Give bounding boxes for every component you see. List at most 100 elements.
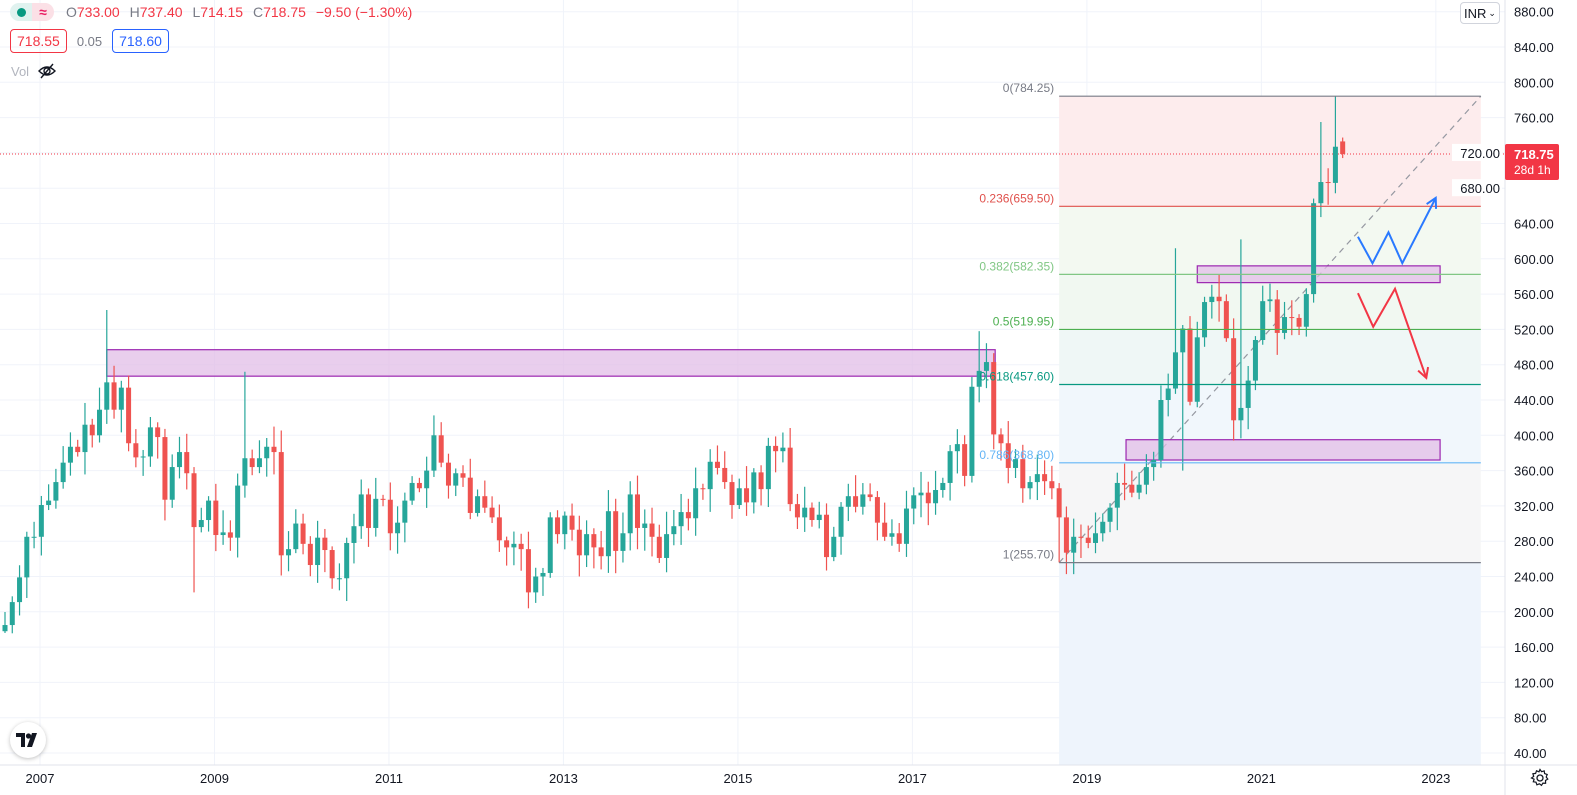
candle-body (518, 543, 524, 550)
candle-body (1093, 533, 1098, 543)
candle-body (1071, 536, 1077, 553)
candle-body (402, 500, 408, 523)
candle-body (1100, 521, 1106, 534)
candle-body (1165, 388, 1171, 400)
candle-body (271, 446, 277, 453)
candle-body (206, 500, 212, 521)
candle-body (24, 536, 30, 578)
eye-hidden-icon[interactable] (37, 63, 57, 79)
time-tick-label: 2007 (26, 771, 55, 786)
candle-body (1282, 317, 1288, 333)
fib-zone (1059, 206, 1481, 275)
candle-body (1085, 537, 1091, 543)
candle-body (344, 542, 350, 579)
candle-body (395, 522, 401, 534)
candle-body (853, 496, 859, 507)
candle-body (547, 517, 553, 573)
candle-body (700, 488, 706, 490)
fib-level-label: 0.618(457.60) (979, 369, 1054, 383)
candle-body (1005, 443, 1011, 468)
candle-body (562, 515, 568, 535)
candle-body (794, 504, 800, 518)
time-tick-label: 2023 (1421, 771, 1450, 786)
currency-selector[interactable]: INR ⌄ (1460, 2, 1500, 24)
volume-indicator[interactable]: Vol (11, 63, 57, 79)
bullish-path-arrowhead-icon (1426, 196, 1438, 209)
buy-button[interactable]: 718.60 (112, 29, 169, 53)
price-tick-label: 480.00 (1514, 358, 1554, 373)
time-axis[interactable] (0, 765, 1505, 795)
candle-body (903, 508, 909, 544)
candle-body (584, 534, 590, 556)
fib-zone (1059, 96, 1481, 207)
sell-button[interactable]: 718.55 (10, 29, 67, 53)
market-status-badge[interactable]: ≈ (10, 3, 54, 21)
fib-level-label: 0.786(368.80) (979, 448, 1054, 462)
bearish-path[interactable] (1357, 286, 1428, 379)
candle-body (489, 507, 495, 518)
supply-demand-zone[interactable] (1125, 439, 1441, 461)
candle-body (1158, 400, 1164, 461)
change-value: −9.50 (−1.30%) (315, 4, 413, 20)
candle-body (925, 492, 931, 504)
candle-body (1296, 317, 1302, 327)
candle-body (1238, 407, 1244, 421)
candle-body (918, 492, 924, 496)
candle-body (1172, 352, 1178, 389)
candle-body (816, 514, 822, 521)
bullish-path[interactable] (1357, 197, 1437, 266)
candle-body (351, 526, 357, 543)
candle-body (9, 602, 15, 626)
candle-body (1267, 299, 1273, 302)
candle-body (482, 496, 488, 508)
candle-body (991, 362, 997, 435)
candle-body (67, 446, 73, 463)
volume-label: Vol (11, 63, 30, 79)
candle-body (998, 434, 1004, 444)
candle-body (97, 409, 103, 436)
candle-body (969, 386, 975, 476)
candle-body (533, 576, 539, 593)
candle-body (46, 500, 52, 506)
fib-zone (1059, 562, 1481, 765)
market-open-dot-icon (16, 7, 26, 17)
fib-level-label: 0.382(582.35) (979, 259, 1054, 273)
candle-body (1078, 536, 1084, 538)
candle-body (387, 499, 393, 534)
candle-body (525, 549, 531, 593)
candle-body (845, 496, 851, 507)
candle-body (133, 443, 139, 458)
price-tick-label: 280.00 (1514, 534, 1554, 549)
candle-body (496, 517, 502, 541)
delayed-data-icon: ≈ (32, 3, 54, 21)
tradingview-logo[interactable] (10, 722, 46, 758)
fib-level-label: 0.236(659.50) (979, 191, 1054, 205)
price-axis[interactable] (1505, 0, 1577, 795)
candle-body (249, 458, 255, 468)
candle-body (940, 482, 946, 491)
price-tick-label: 720.00 (1460, 146, 1500, 161)
candle-body (744, 488, 750, 503)
time-tick-label: 2013 (549, 771, 578, 786)
candle-body (1042, 474, 1048, 482)
open-value: 733.00 (76, 4, 120, 20)
candle-body (693, 488, 699, 519)
price-tick-label-backing (1452, 179, 1502, 197)
candle-body (838, 506, 844, 537)
candle-body (824, 514, 830, 558)
candle-body (751, 472, 757, 503)
fib-level-label: 1(255.70) (1003, 548, 1054, 562)
settings-gear-icon[interactable] (1530, 768, 1550, 788)
close-key: C (252, 4, 264, 20)
candle-body (2, 625, 8, 632)
high-key: H (129, 4, 140, 20)
candle-body (264, 446, 270, 459)
candle-body (983, 362, 989, 371)
candle-body (1136, 484, 1142, 493)
candle-body (962, 444, 968, 476)
candle-body (758, 472, 764, 490)
candle-body (736, 488, 742, 506)
supply-demand-zone[interactable] (106, 349, 996, 377)
candle-body (235, 485, 241, 538)
